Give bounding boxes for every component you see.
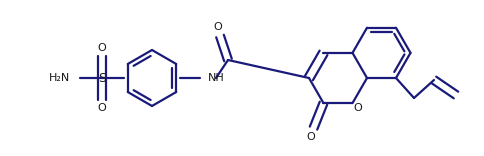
Text: O: O [213,22,222,32]
Text: O: O [305,132,314,142]
Text: O: O [97,103,106,113]
Text: O: O [352,103,361,113]
Text: S: S [98,71,106,85]
Text: O: O [97,43,106,53]
Text: H₂N: H₂N [49,73,70,83]
Text: NH: NH [208,73,224,83]
